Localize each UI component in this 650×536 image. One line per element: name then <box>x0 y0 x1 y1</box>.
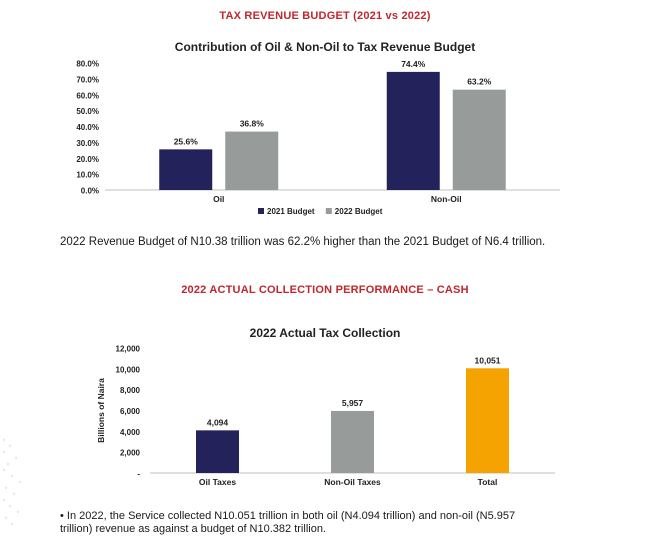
bar-data-label: 5,957 <box>342 398 364 408</box>
x-tick-label: Non-Oil <box>431 194 462 204</box>
decorative-dots <box>2 438 22 526</box>
budget-note: 2022 Revenue Budget of N10.38 trillion w… <box>60 236 546 248</box>
bar <box>159 149 213 190</box>
bar-data-label: 10,051 <box>475 355 501 365</box>
bar-data-label: 4,094 <box>207 417 229 427</box>
y-tick-label: 12,000 <box>116 345 141 354</box>
y-tick-label: 30.0% <box>76 139 99 148</box>
bar <box>331 410 374 473</box>
collection-note: • In 2022, the Service collected N10.051… <box>60 510 516 535</box>
x-tick-label: Total <box>478 477 498 487</box>
y-tick-label: 4,000 <box>120 428 141 437</box>
y-tick-label: - <box>137 470 140 479</box>
bar-data-label: 25.6% <box>174 136 199 146</box>
y-tick-label: 2,000 <box>120 449 141 458</box>
y-tick-label: 0.0% <box>81 187 99 196</box>
x-tick-label: Non-Oil Taxes <box>324 477 381 487</box>
heading-actual-collection: 2022 ACTUAL COLLECTION PERFORMANCE – CAS… <box>181 284 469 296</box>
bar <box>466 368 509 473</box>
actual-tax-collection-chart: - 2,000 4,000 6,000 8,000 10,000 12,000 Billion… <box>96 345 555 487</box>
x-tick-label: Oil <box>213 194 224 204</box>
legend-label: 2021 Budget <box>267 207 315 216</box>
legend-swatch <box>325 208 332 214</box>
y-tick-label: 10,000 <box>116 365 141 374</box>
y-tick-label: 10.0% <box>76 171 99 180</box>
bar <box>196 430 239 473</box>
budget-contribution-chart: 0.0% 10.0% 20.0% 30.0% 40.0% 50.0% 60.0% 70.0% 8… <box>76 59 560 216</box>
y-tick-label: 40.0% <box>76 123 99 132</box>
y-tick-label: 8,000 <box>120 386 141 395</box>
y-tick-label: 70.0% <box>76 75 99 84</box>
heading-tax-revenue-budget: TAX REVENUE BUDGET (2021 vs 2022) <box>219 10 431 22</box>
bar-data-label: 36.8% <box>240 119 265 129</box>
bar <box>386 71 440 190</box>
x-tick-label: Oil Taxes <box>199 477 236 487</box>
bar <box>225 131 279 190</box>
y-tick-label: 50.0% <box>76 107 99 116</box>
bar-data-label: 63.2% <box>467 77 492 87</box>
legend-label: 2022 Budget <box>335 207 383 216</box>
y-tick-label: 60.0% <box>76 91 99 100</box>
y-tick-label: 6,000 <box>120 407 141 416</box>
y-tick-label: 20.0% <box>76 155 99 164</box>
y-axis-label: Billions of Naira <box>96 378 106 443</box>
bar <box>452 89 506 190</box>
legend-swatch <box>258 208 264 214</box>
chart1-title: Contribution of Oil & Non-Oil to Tax Rev… <box>174 40 476 54</box>
bar-data-label: 74.4% <box>401 59 426 69</box>
y-tick-label: 80.0% <box>76 60 99 69</box>
chart2-title: 2022 Actual Tax Collection <box>249 326 401 340</box>
